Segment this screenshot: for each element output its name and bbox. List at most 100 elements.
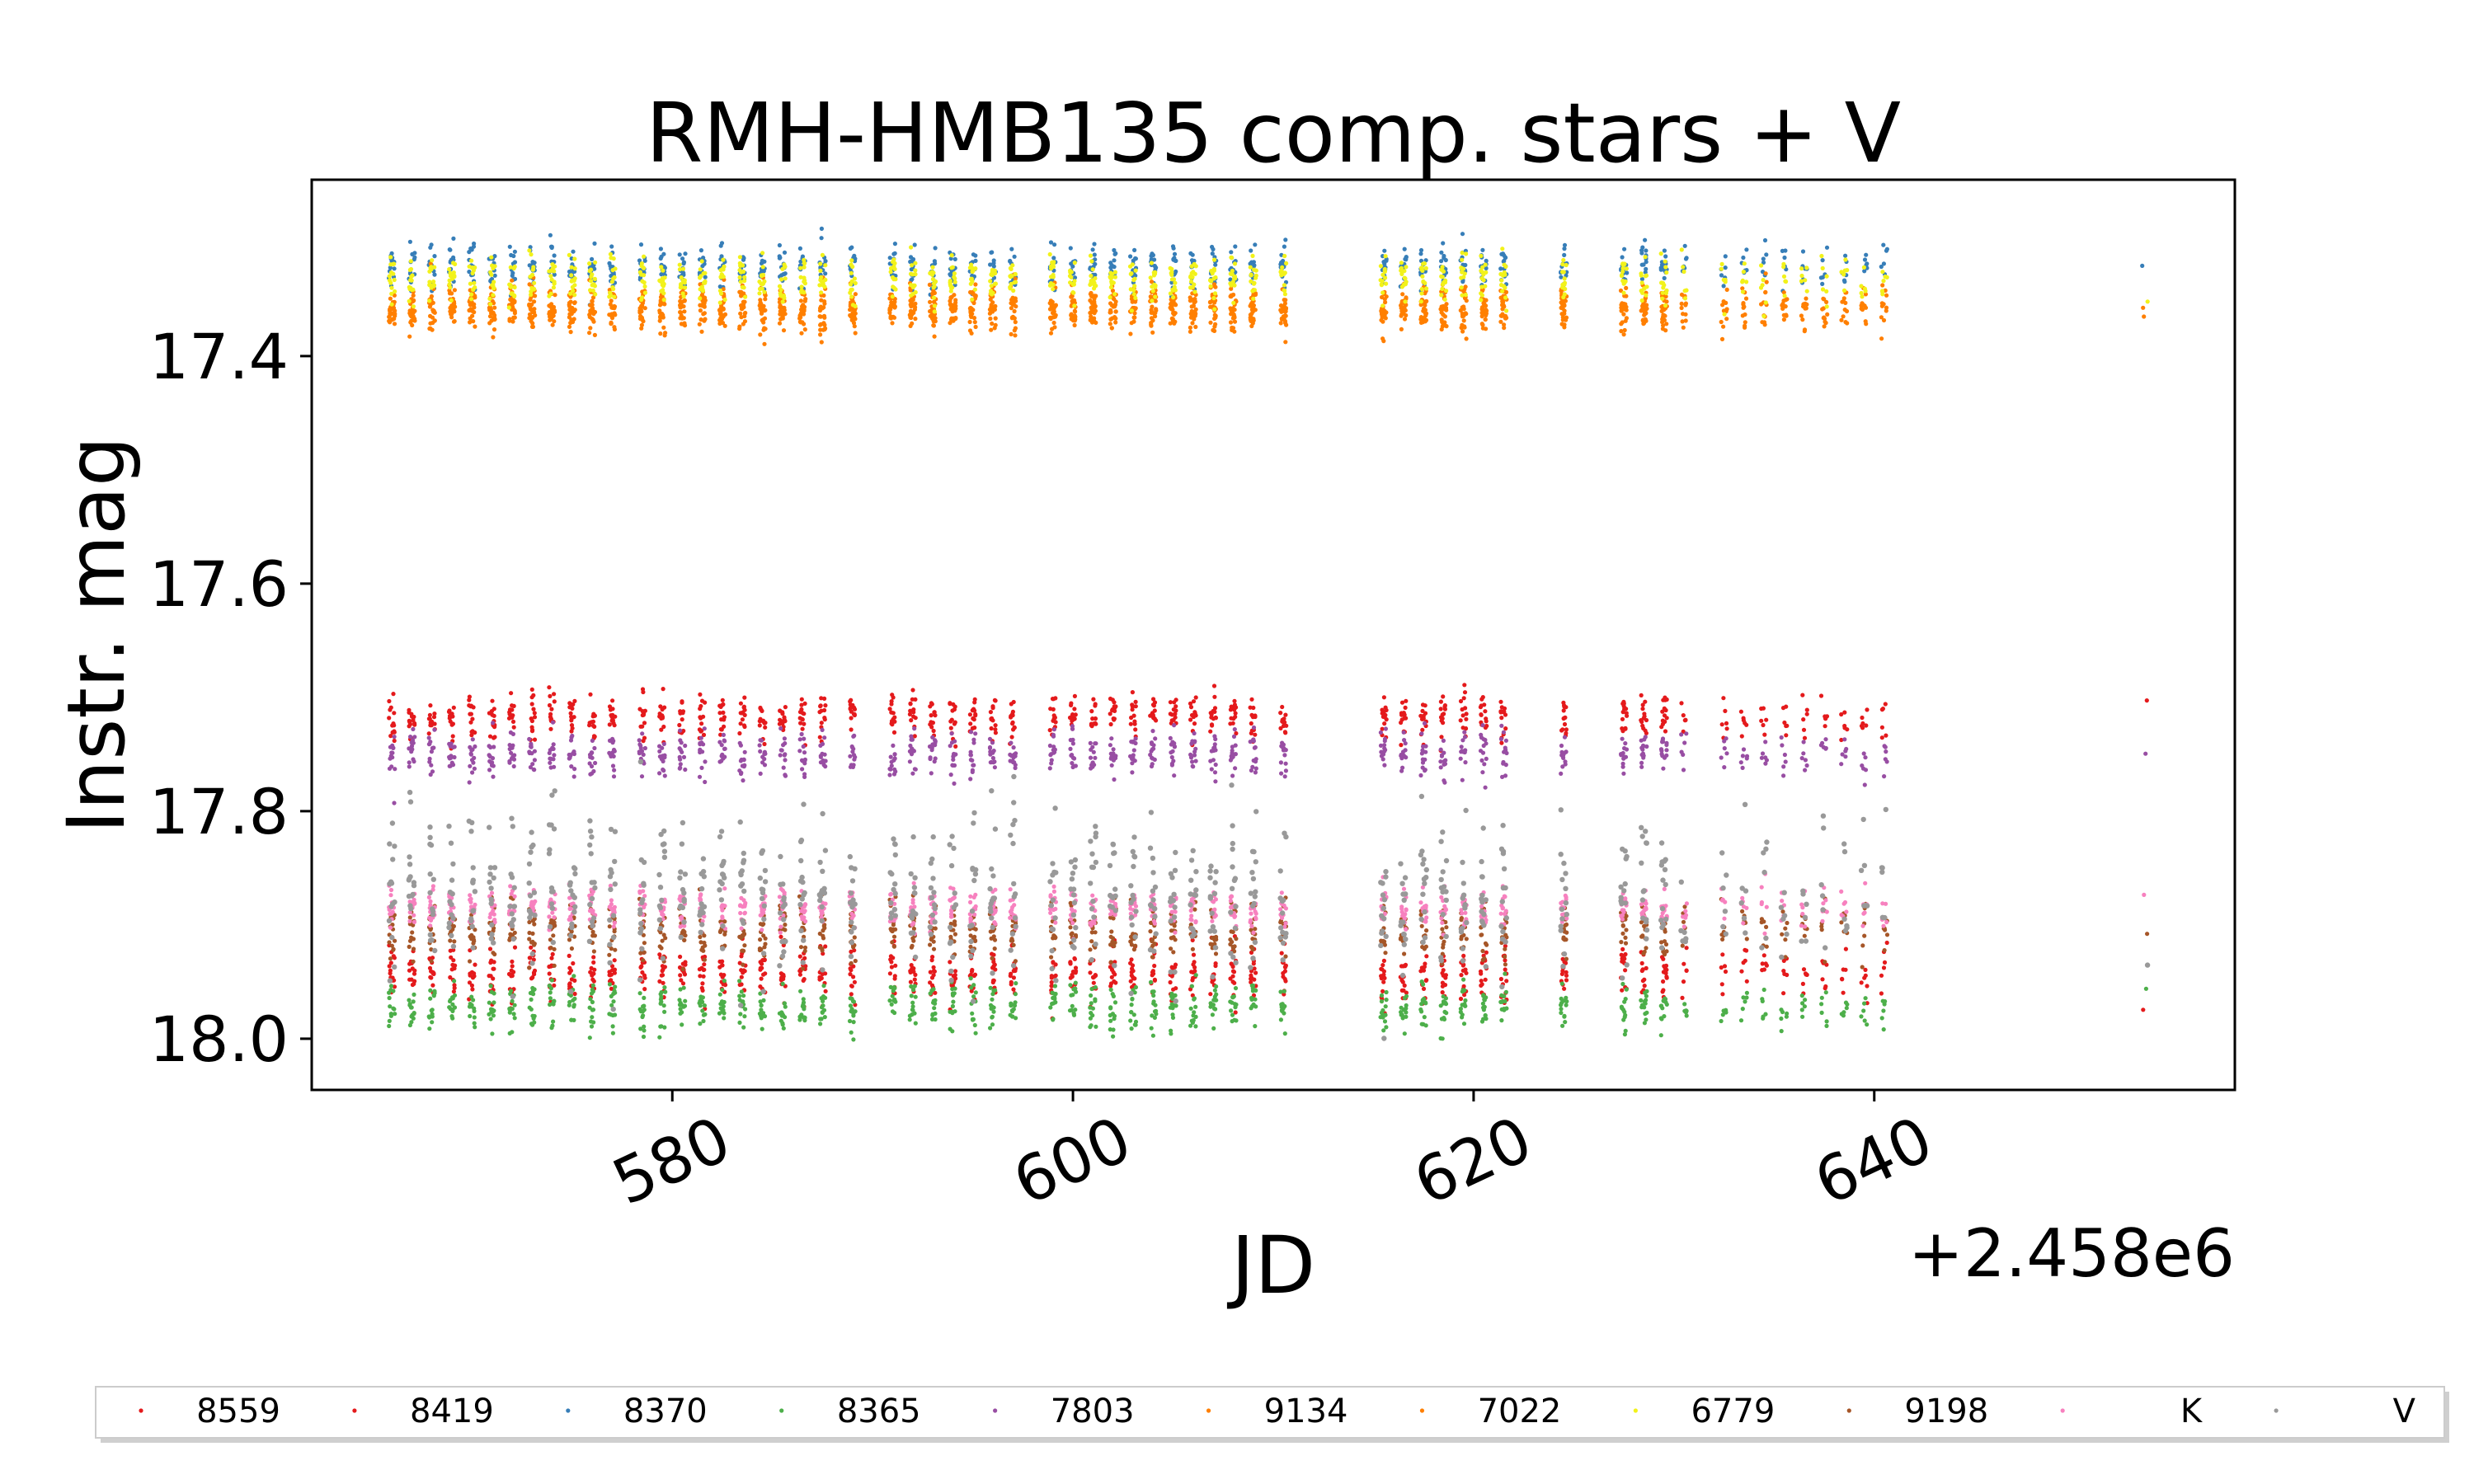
point [1480, 247, 1485, 252]
point [759, 976, 764, 981]
point [411, 316, 416, 321]
point [1191, 962, 1196, 967]
point [1463, 262, 1468, 268]
point [1210, 1012, 1215, 1017]
point [1133, 984, 1138, 990]
point [741, 1025, 746, 1030]
point [487, 754, 492, 759]
point [1499, 740, 1504, 745]
point [1503, 726, 1508, 731]
point [1504, 979, 1509, 984]
point [662, 985, 667, 990]
point [848, 754, 853, 758]
point [737, 768, 742, 773]
point [990, 965, 995, 970]
point [392, 735, 397, 740]
point [701, 732, 707, 738]
point [973, 711, 978, 717]
point [509, 691, 514, 696]
point [1799, 993, 1804, 998]
point [1563, 759, 1568, 764]
point [1174, 704, 1178, 709]
point [1383, 712, 1388, 717]
point [678, 738, 683, 743]
point [782, 753, 787, 758]
point [1231, 734, 1237, 740]
point [1154, 265, 1159, 270]
point [1438, 765, 1443, 770]
point [1442, 1016, 1446, 1021]
point [1660, 989, 1665, 994]
point [1760, 968, 1765, 973]
point [430, 745, 435, 751]
point [1070, 970, 1075, 974]
point [1480, 322, 1485, 327]
point [1720, 952, 1725, 957]
point [393, 1012, 397, 1017]
point [698, 692, 703, 697]
point [1662, 275, 1667, 280]
point [1112, 704, 1117, 709]
point [1232, 698, 1237, 703]
point [780, 1021, 785, 1026]
point [642, 745, 648, 751]
point [1663, 1000, 1668, 1005]
point [1403, 964, 1408, 969]
point [1782, 752, 1787, 758]
point [1441, 241, 1446, 246]
point [968, 721, 973, 726]
point [1460, 726, 1465, 730]
point [388, 265, 393, 270]
point [759, 1013, 764, 1018]
point [491, 774, 496, 779]
point [1684, 946, 1689, 951]
point [1070, 741, 1075, 746]
point [392, 322, 397, 326]
point [412, 992, 416, 997]
point [1741, 960, 1746, 965]
point [1801, 727, 1807, 732]
point [852, 948, 857, 953]
point [1423, 757, 1427, 762]
point [392, 738, 397, 744]
point [1564, 730, 1569, 736]
point [1381, 958, 1386, 963]
point [1464, 711, 1469, 716]
point [1401, 988, 1406, 993]
point [1464, 716, 1469, 721]
point [409, 740, 414, 745]
point [569, 702, 575, 707]
point [1779, 735, 1784, 740]
point [1211, 683, 1217, 688]
point [929, 713, 934, 718]
point [1862, 782, 1867, 787]
point [1251, 705, 1256, 711]
point [1438, 707, 1443, 711]
point [1863, 319, 1868, 324]
point [1014, 751, 1018, 756]
point [392, 711, 397, 716]
point [427, 716, 432, 721]
point [1420, 765, 1425, 770]
point [970, 768, 975, 773]
point [641, 1004, 646, 1009]
point [491, 721, 496, 726]
point [1131, 755, 1136, 760]
point [492, 991, 496, 996]
point [993, 723, 998, 728]
point [612, 989, 617, 993]
point [1884, 248, 1889, 253]
point [741, 993, 746, 998]
point [797, 716, 802, 721]
point [472, 1006, 477, 1011]
point [802, 327, 807, 332]
point [1844, 308, 1850, 314]
point [509, 968, 514, 973]
point [797, 737, 802, 742]
point [1561, 708, 1566, 713]
point [1230, 1000, 1235, 1005]
point [568, 330, 573, 335]
point [548, 765, 553, 770]
point [1844, 1006, 1849, 1011]
point [1379, 999, 1385, 1004]
